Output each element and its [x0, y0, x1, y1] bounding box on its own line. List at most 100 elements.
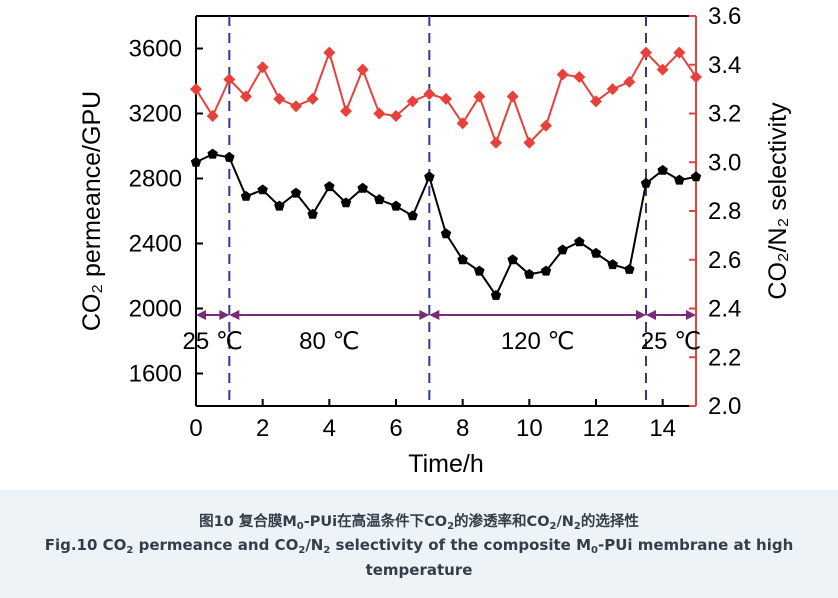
- caption-en-part: -PUi membrane at high: [597, 536, 794, 554]
- caption-en-sub: 2: [126, 545, 134, 556]
- y-right-tick-label: 2.2: [708, 344, 741, 371]
- x-tick-label: 2: [256, 415, 269, 442]
- selectivity-point: [373, 107, 386, 120]
- caption-cn-sub: 2: [549, 521, 557, 532]
- figure-area: 0 2 4 6 8 10 12 14 1600 2000 2400 2800 3200 3600 2.0 2.…: [78, 3, 792, 478]
- permeance-point: [440, 228, 452, 239]
- selectivity-point: [673, 46, 686, 59]
- y-left-tick-label: 2400: [129, 231, 182, 258]
- selectivity-point: [256, 61, 269, 74]
- selectivity-point: [623, 75, 636, 88]
- permeance-point: [307, 208, 318, 219]
- selectivity-point: [356, 63, 369, 76]
- arrow-head-right: [219, 310, 230, 320]
- caption-en-part: /N: [305, 536, 324, 554]
- selectivity-point: [323, 46, 336, 59]
- selectivity-point: [423, 88, 436, 100]
- temperature-label: 25 ℃: [183, 328, 243, 355]
- selectivity-point: [440, 92, 452, 105]
- permeance-point: [524, 268, 535, 279]
- caption-en-sub: 2: [323, 545, 331, 556]
- selectivity-point: [273, 92, 286, 105]
- y-right-tick-label: 3.4: [708, 52, 741, 79]
- selectivity-point: [690, 70, 702, 83]
- permeance-point: [674, 174, 685, 185]
- caption-chinese: 图10 复合膜M0-PUi在高温条件下CO2的渗透率和CO2/N2的选择性: [0, 511, 838, 533]
- y-left-tick-label: 3600: [129, 36, 182, 63]
- caption-en-part: selectivity of the composite M: [330, 536, 591, 554]
- selectivity-point: [506, 90, 519, 103]
- caption-en-sub: 0: [591, 545, 598, 556]
- selectivity-point: [306, 92, 319, 105]
- permeance-point: [240, 190, 252, 201]
- y-right-tick-label: 2.6: [708, 247, 741, 274]
- temperature-label: 120 ℃: [501, 328, 575, 355]
- y-left-tick-label: 1600: [129, 361, 182, 388]
- y-left-tick-label: 2800: [129, 166, 182, 193]
- permeance-point: [607, 259, 618, 270]
- permeance-point: [324, 181, 335, 192]
- permeance-point: [190, 156, 202, 167]
- y-right-tick-label: 3.2: [708, 101, 741, 128]
- y-left-tick-label: 3200: [129, 101, 182, 128]
- y-left-tick-label: 2000: [129, 296, 182, 323]
- permeance-point: [640, 177, 652, 188]
- permeance-point: [657, 164, 668, 175]
- selectivity-point: [540, 119, 552, 132]
- caption-en-sub: 2: [298, 545, 306, 556]
- chart: 0 2 4 6 8 10 12 14 1600 2000 2400 2800 3200 3600 2.0 2.…: [78, 3, 792, 478]
- figure-caption: 图10 复合膜M0-PUi在高温条件下CO2的渗透率和CO2/N2的选择性 Fi…: [0, 490, 838, 598]
- x-axis-title: Time/h: [408, 450, 483, 478]
- permeance-point: [390, 200, 402, 211]
- y-right-axis-title: CO₂/N₂ selectivity: [764, 102, 792, 300]
- selectivity-point: [206, 109, 219, 122]
- caption-cn-part: -PUi在高温条件下CO: [303, 514, 448, 530]
- x-tick-label: 14: [649, 415, 676, 442]
- permeance-point: [574, 236, 585, 247]
- y-right-tick-label: 3.0: [708, 149, 741, 176]
- x-tick-label: 12: [583, 415, 610, 442]
- permeance-point: [290, 187, 302, 198]
- arrow-head-left: [196, 310, 206, 320]
- permeance-point: [507, 254, 518, 265]
- selectivity-point: [473, 90, 486, 103]
- caption-en-part: permeance and CO: [133, 536, 299, 554]
- permeance-point: [357, 182, 368, 193]
- selectivity-point: [290, 100, 302, 113]
- x-tick-label: 8: [456, 415, 469, 442]
- caption-cn-sub: 2: [573, 521, 581, 532]
- permeance-point: [407, 210, 418, 221]
- arrow-head-left: [229, 310, 240, 320]
- selectivity-point: [606, 83, 619, 96]
- y-right-tick-label: 2.8: [708, 198, 741, 225]
- arrow-head-right: [686, 310, 696, 320]
- y-right-tick-label: 2.4: [708, 296, 741, 323]
- permeance-point: [340, 197, 352, 208]
- arrow-head-left: [429, 310, 440, 320]
- caption-cn-part: 的选择性: [580, 514, 639, 530]
- permeance-point: [374, 194, 385, 205]
- permeance-point: [207, 148, 218, 159]
- selectivity-point: [406, 95, 419, 108]
- temperature-label: 25 ℃: [641, 328, 701, 355]
- x-tick-label: 10: [516, 415, 543, 442]
- x-tick-label: 6: [389, 415, 402, 442]
- selectivity-point: [340, 105, 352, 118]
- x-tick-label: 4: [323, 415, 336, 442]
- permeance-point: [224, 151, 235, 162]
- selectivity-point: [590, 95, 602, 108]
- selectivity-point: [556, 68, 569, 81]
- arrow-head-right: [419, 310, 430, 320]
- permeance-point: [490, 290, 502, 300]
- selectivity-point: [573, 70, 586, 83]
- caption-english: Fig.10 CO2 permeance and CO2/N2 selectiv…: [0, 533, 838, 558]
- permeance-point: [557, 244, 568, 255]
- selectivity-point: [490, 136, 502, 149]
- arrow-head-left: [646, 310, 656, 320]
- caption-cn-part: /N: [556, 514, 574, 530]
- selectivity-point: [190, 83, 202, 96]
- selectivity-point: [640, 46, 652, 59]
- selectivity-point: [240, 90, 252, 103]
- permeance-point: [690, 171, 702, 182]
- caption-cn-part: 图10 复合膜M: [199, 514, 297, 530]
